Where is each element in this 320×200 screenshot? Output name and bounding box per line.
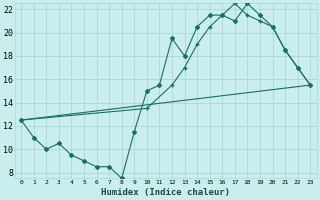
X-axis label: Humidex (Indice chaleur): Humidex (Indice chaleur) bbox=[101, 188, 230, 197]
